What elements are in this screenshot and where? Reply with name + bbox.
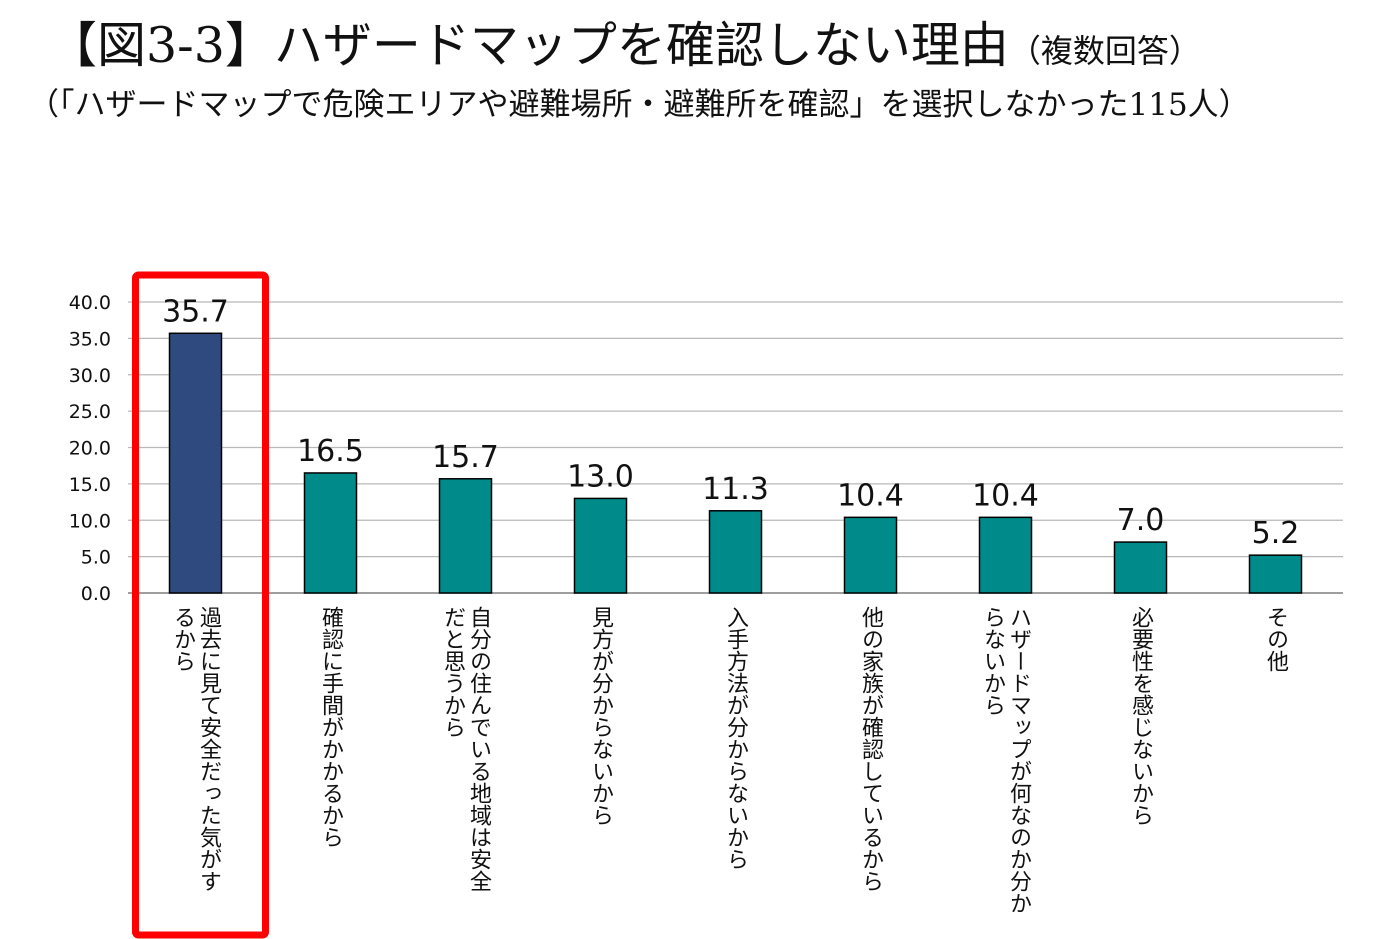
bars — [168, 332, 1303, 594]
bar — [1113, 541, 1168, 594]
page-title-text: 【図3-3】ハザードマップを確認しない理由 — [48, 17, 1009, 74]
x-tick-label: らないから — [980, 606, 1005, 716]
x-tick-label: 自分の住んでいる地域は安全 — [466, 606, 492, 892]
highlight-frame — [132, 271, 269, 939]
y-tick-label: 35.0 — [69, 328, 111, 350]
y-tick-label: 25.0 — [69, 401, 111, 423]
data-label: 35.7 — [162, 294, 229, 329]
y-tick-label: 0.0 — [81, 583, 111, 605]
x-tick-label: 見方が分からないから — [588, 606, 614, 826]
data-label: 5.2 — [1252, 516, 1300, 551]
bar — [573, 497, 628, 594]
x-tick-label: るから — [170, 606, 195, 672]
y-tick-label: 40.0 — [69, 292, 111, 314]
x-tick-label: だと思うから — [440, 606, 465, 738]
x-tick-label: その他 — [1263, 606, 1289, 672]
y-tick-label: 10.0 — [69, 510, 111, 532]
y-tick-label: 20.0 — [69, 438, 111, 460]
y-tick-label: 15.0 — [69, 474, 111, 496]
value-labels: 35.7 16.5 15.7 13.0 11.3 10.4 10.4 7.0 5.2 — [162, 294, 1299, 551]
data-label: 7.0 — [1117, 503, 1165, 538]
y-axis-ticks: 0.0 5.0 10.0 15.0 20.0 25.0 30.0 35.0 40.0 — [69, 292, 111, 605]
bar — [708, 510, 763, 594]
bar — [438, 478, 493, 594]
page-title-note: （複数回答） — [1008, 32, 1201, 70]
data-label: 16.5 — [297, 434, 364, 469]
data-label: 10.4 — [972, 478, 1039, 513]
data-label: 10.4 — [837, 478, 904, 513]
x-tick-label: ハザードマップが何なのか分か — [1006, 606, 1032, 914]
bar — [843, 516, 898, 594]
x-tick-label: 過去に見て安全だった気がす — [196, 606, 222, 892]
page-subtitle: （「ハザードマップで危険エリアや避難場所・避難所を確認」を選択しなかった115人… — [28, 87, 1250, 123]
x-tick-label: 必要性を感じないから — [1128, 606, 1154, 826]
y-tick-label: 5.0 — [81, 547, 111, 569]
x-tick-label: 確認に手間がかかるから — [318, 606, 344, 848]
y-tick-label: 30.0 — [69, 365, 111, 387]
x-tick-label: 入手方法が分からないから — [723, 606, 749, 870]
bar — [303, 472, 358, 594]
highlight-box — [132, 271, 269, 939]
data-label: 15.7 — [432, 440, 499, 475]
bar — [168, 332, 223, 594]
page-title: 【図3-3】ハザードマップを確認しない理由（複数回答） — [48, 16, 1201, 81]
bar — [1248, 554, 1303, 594]
data-label: 11.3 — [702, 472, 769, 507]
x-tick-label: 他の家族が確認しているから — [858, 606, 884, 892]
bar — [978, 516, 1033, 594]
data-label: 13.0 — [567, 459, 634, 494]
